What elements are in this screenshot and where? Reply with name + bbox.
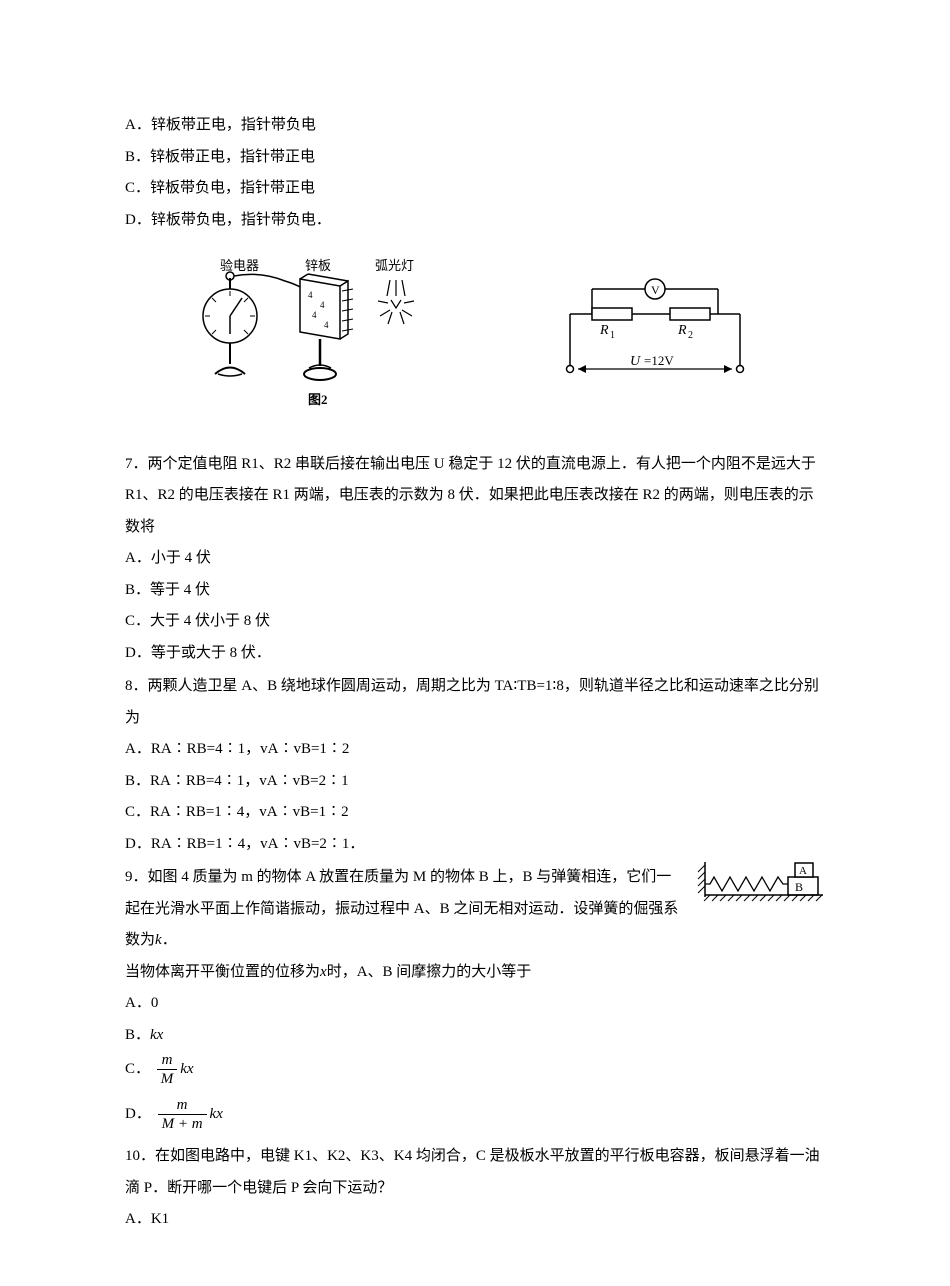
q7-option-a: A．小于 4 伏: [125, 543, 825, 575]
q9-option-c-prefix: C．: [125, 1061, 150, 1077]
q7-circuit-figure: V R 1 R 2 U =12V: [550, 274, 760, 407]
q9-option-d-prefix: D．: [125, 1106, 151, 1122]
q9-c-den: M: [157, 1070, 178, 1088]
electroscope-label: 验电器: [220, 258, 259, 273]
q6-option-b: B．锌板带正电，指针带正电: [125, 142, 825, 174]
svg-text:U: U: [630, 354, 641, 369]
q9-d-den: M + m: [158, 1115, 207, 1133]
q8-option-a: A．RA∶RB=4∶1，vA∶vB=1∶2: [125, 734, 825, 766]
q9-k-var: k: [155, 932, 162, 948]
svg-text:4: 4: [312, 310, 317, 320]
q9-option-c: C． m M kx: [125, 1051, 825, 1088]
q10-option-a: A．K1: [125, 1204, 825, 1236]
q6-option-d: D．锌板带负电，指针带负电．: [125, 205, 825, 237]
q8-option-b: B．RA∶RB=4∶1，vA∶vB=2∶1: [125, 766, 825, 798]
q6-option-a: A．锌板带正电，指针带负电: [125, 110, 825, 142]
q9-stem-part1-end: ．: [162, 932, 177, 948]
q9-spring-figure: B A: [695, 857, 825, 925]
q9-stem-part1: 9．如图 4 质量为 m 的物体 A 放置在质量为 M 的物体 B 上，B 与弹…: [125, 869, 678, 948]
q9-option-a: A．0: [125, 988, 825, 1020]
q7-option-d: D．等于或大于 8 伏．: [125, 638, 825, 670]
q9-stem-part2a: 当物体离开平衡位置的位移为: [125, 964, 320, 980]
svg-text:4: 4: [324, 320, 329, 330]
svg-text:图2: 图2: [308, 392, 328, 407]
arc-lamp-label: 弧光灯: [375, 258, 414, 273]
q8-stem: 8．两颗人造卫星 A、B 绕地球作圆周运动，周期之比为 TA∶TB=1∶8，则轨…: [125, 671, 825, 734]
svg-text:2: 2: [688, 330, 693, 341]
svg-text:V: V: [651, 283, 660, 297]
q9-c-tail: kx: [180, 1061, 193, 1077]
q9-option-d-fraction: m M + m: [158, 1096, 207, 1133]
q9-d-tail: kx: [210, 1106, 223, 1122]
svg-text:=12V: =12V: [644, 353, 674, 368]
q8-option-d: D．RA∶RB=1∶4，vA∶vB=2∶1．: [125, 829, 825, 861]
q8-option-c: C．RA∶RB=1∶4，vA∶vB=1∶2: [125, 797, 825, 829]
svg-text:R: R: [677, 323, 687, 338]
svg-text:4: 4: [308, 290, 313, 300]
q9-x-var: x: [320, 964, 327, 980]
q9-option-b: B．kx: [125, 1020, 825, 1052]
svg-text:B: B: [795, 880, 803, 894]
q9-option-c-fraction: m M: [157, 1051, 178, 1088]
q7-stem: 7．两个定值电阻 R1、R2 串联后接在输出电压 U 稳定于 12 伏的直流电源…: [125, 449, 825, 544]
q9-block: B A 9．如图 4 质量为 m 的物体 A 放置在质量为 M 的物体 B 上，…: [125, 862, 825, 988]
q9-c-num: m: [157, 1051, 178, 1070]
q9-option-b-val: kx: [150, 1027, 163, 1043]
q9-option-d: D． m M + m kx: [125, 1096, 825, 1133]
q6-figures-row: 验电器 锌板 弧光灯: [125, 256, 825, 424]
svg-text:R: R: [599, 323, 609, 338]
q6-apparatus-figure: 验电器 锌板 弧光灯: [190, 256, 420, 424]
q7-option-b: B．等于 4 伏: [125, 575, 825, 607]
svg-text:A: A: [799, 865, 807, 877]
q9-option-b-prefix: B．: [125, 1027, 150, 1043]
q9-stem-part2b: 时，A、B 间摩擦力的大小等于: [327, 964, 532, 980]
q10-stem: 10．在如图电路中，电键 K1、K2、K3、K4 均闭合，C 是极板水平放置的平…: [125, 1141, 825, 1204]
svg-text:1: 1: [610, 330, 615, 341]
q9-d-num: m: [158, 1096, 207, 1115]
zinc-plate-label: 锌板: [305, 258, 331, 273]
q7-option-c: C．大于 4 伏小于 8 伏: [125, 606, 825, 638]
q6-option-c: C．锌板带负电，指针带正电: [125, 173, 825, 205]
svg-text:4: 4: [320, 300, 325, 310]
